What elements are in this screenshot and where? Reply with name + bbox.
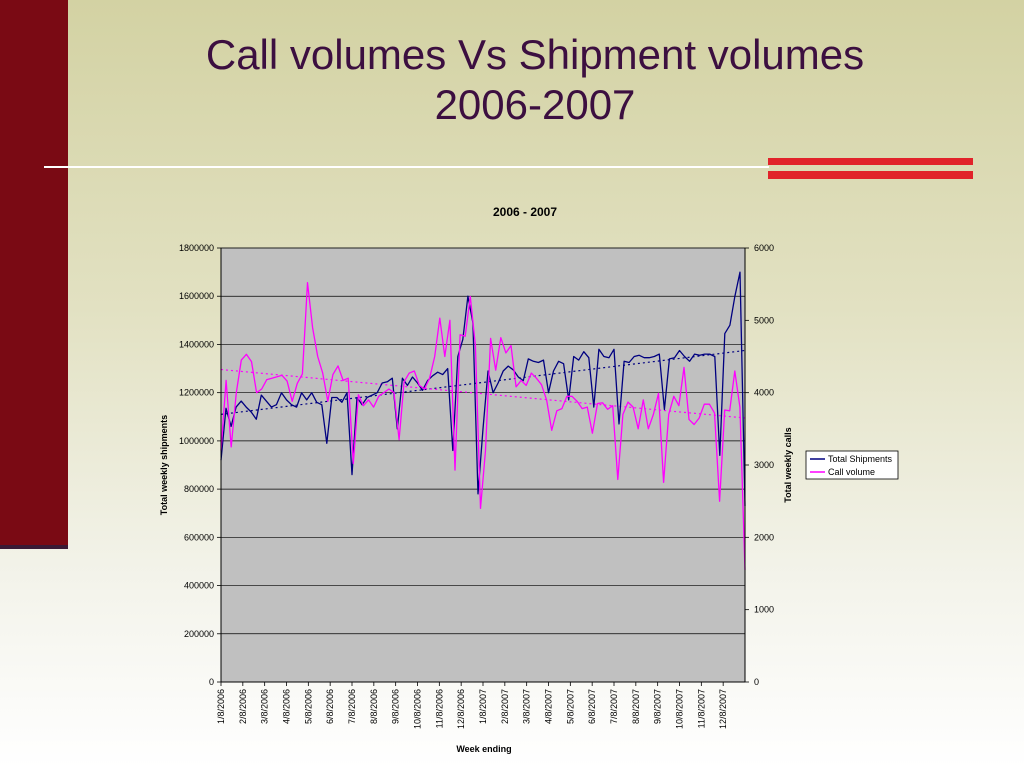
x-tick-label: 2/8/2007 (500, 689, 510, 724)
chart-legend: Total Shipments Call volume (805, 450, 899, 480)
x-tick-label: 11/8/2006 (434, 689, 444, 728)
series-line-shipments (220, 271, 746, 507)
slide-title: Call volumes Vs Shipment volumes 2006-20… (90, 30, 980, 130)
x-axis-label: Week ending (456, 744, 511, 754)
chart-title: 2006 - 2007 (493, 205, 557, 219)
x-tick-label: 4/8/2006 (282, 689, 292, 724)
y-right-tick-label: 6000 (754, 243, 774, 253)
y-left-tick-label: 1800000 (179, 243, 214, 253)
legend-label-calls: Call volume (828, 467, 875, 477)
gridlines (221, 247, 745, 635)
x-tick-label: 11/8/2007 (696, 689, 706, 728)
x-tick-label: 1/8/2006 (216, 689, 226, 724)
left-accent-band (0, 0, 68, 545)
y-left-tick-label: 1200000 (179, 388, 214, 398)
x-tick-label: 1/8/2007 (478, 689, 488, 724)
y-right-tick-label: 1000 (754, 605, 774, 615)
y-axis-left-label: Total weekly shipments (159, 415, 169, 515)
y-left-tick-label: 1400000 (179, 339, 214, 349)
slide-title-line-1: Call volumes Vs Shipment volumes (205, 31, 865, 78)
x-tick-label: 4/8/2007 (544, 689, 554, 724)
y-right-tick-label: 0 (754, 677, 759, 687)
y-right-tick-label: 5000 (754, 315, 774, 325)
x-tick-label: 6/8/2007 (587, 689, 597, 724)
red-accent-bar-top (768, 158, 973, 165)
x-tick-label: 10/8/2006 (413, 689, 423, 729)
y-left-tick-label: 600000 (184, 532, 214, 542)
slide-title-line-2: 2006-2007 (434, 81, 636, 128)
x-tick-label: 7/8/2007 (609, 689, 619, 724)
x-tick-label: 5/8/2007 (565, 689, 575, 724)
axes: 0 200000 400000 600000 800000 1000000 1200000 1… (179, 243, 774, 729)
y-left-tick-label: 400000 (184, 581, 214, 591)
y-right-tick-label: 2000 (754, 532, 774, 542)
title-divider-rule (44, 166, 769, 168)
x-tick-label: 12/8/2006 (456, 689, 466, 729)
y-left-tick-label: 1000000 (179, 436, 214, 446)
plot-area (220, 247, 746, 683)
x-tick-label: 10/8/2007 (675, 689, 685, 729)
y-axis-right-label: Total weekly calls (783, 427, 793, 502)
red-accent-bar-bottom (768, 171, 973, 179)
legend-label-shipments: Total Shipments (828, 454, 893, 464)
y-right-tick-label: 4000 (754, 388, 774, 398)
x-tick-label: 12/8/2007 (718, 689, 728, 729)
left-band-underline (0, 545, 68, 549)
y-left-tick-label: 0 (209, 677, 214, 687)
y-left-tick-label: 800000 (184, 484, 214, 494)
x-tick-label: 9/8/2007 (653, 689, 663, 724)
series-line-calls (220, 282, 746, 570)
series-lines (220, 271, 746, 570)
x-tick-label: 7/8/2006 (347, 689, 357, 724)
x-tick-label: 5/8/2006 (303, 689, 313, 724)
x-tick-label: 3/8/2007 (522, 689, 532, 724)
x-tick-label: 8/8/2006 (369, 689, 379, 724)
legend-box (805, 450, 899, 480)
x-tick-label: 8/8/2007 (631, 689, 641, 724)
x-tick-label: 2/8/2006 (238, 689, 248, 724)
x-tick-label: 3/8/2006 (260, 689, 270, 724)
y-right-tick-label: 3000 (754, 460, 774, 470)
y-left-tick-label: 1600000 (179, 291, 214, 301)
x-tick-label: 6/8/2006 (325, 689, 335, 724)
y-left-tick-label: 200000 (184, 629, 214, 639)
x-tick-label: 9/8/2006 (391, 689, 401, 724)
